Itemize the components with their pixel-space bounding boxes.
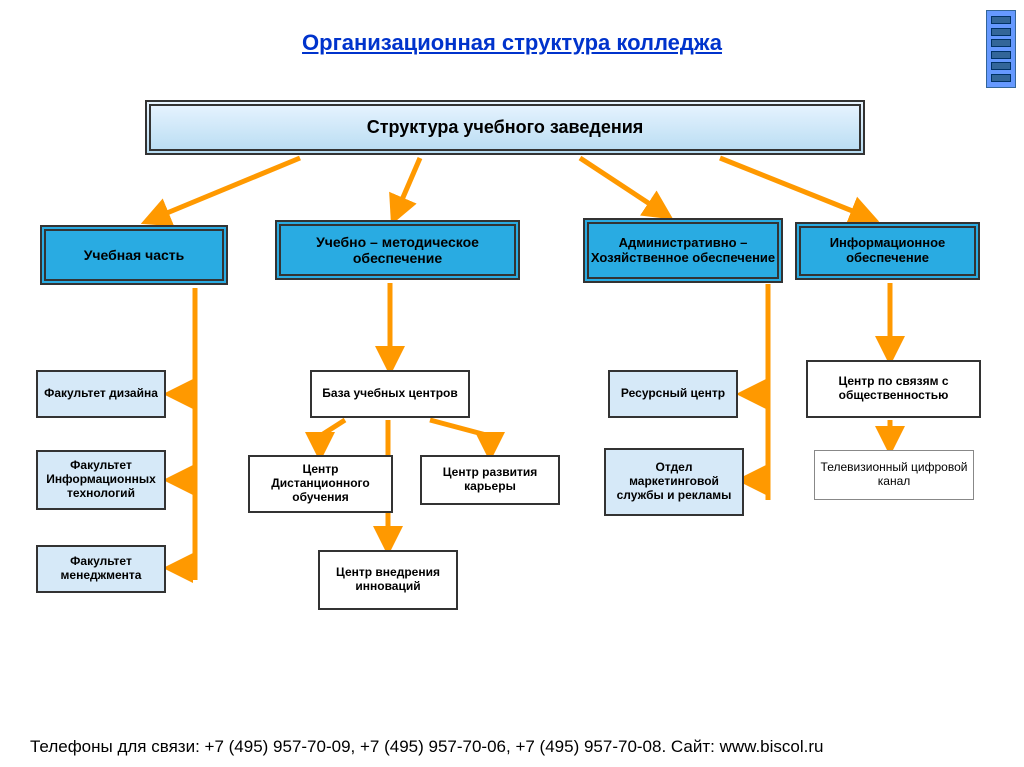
node-l1_4: Информационное обеспечение — [795, 222, 980, 280]
diagram-title: Организационная структура колледжа — [0, 30, 1024, 56]
node-n_tck: Телевизионный цифровой канал — [814, 450, 974, 500]
node-n_oms: Отдел маркетинговой службы и рекламы — [604, 448, 744, 516]
node-n_fit: Факультет Информационных технологий — [36, 450, 166, 510]
node-n_buc: База учебных центров — [310, 370, 470, 418]
node-l1_3: Административно – Хозяйственное обеспече… — [583, 218, 783, 283]
node-n_fm: Факультет менеджмента — [36, 545, 166, 593]
footer-contact: Телефоны для связи: +7 (495) 957-70-09, … — [30, 737, 823, 757]
node-n_fd: Факультет дизайна — [36, 370, 166, 418]
decorative-side-icon — [986, 10, 1016, 88]
node-n_cso: Центр по связям с общественностью — [806, 360, 981, 418]
node-l1_2: Учебно – методическое обеспечение — [275, 220, 520, 280]
node-l1_1: Учебная часть — [40, 225, 228, 285]
node-n_cdo: Центр Дистанционного обучения — [248, 455, 393, 513]
node-n_cvi: Центр внедрения инноваций — [318, 550, 458, 610]
node-root: Структура учебного заведения — [145, 100, 865, 155]
node-n_crk: Центр развития карьеры — [420, 455, 560, 505]
node-n_rc: Ресурсный центр — [608, 370, 738, 418]
